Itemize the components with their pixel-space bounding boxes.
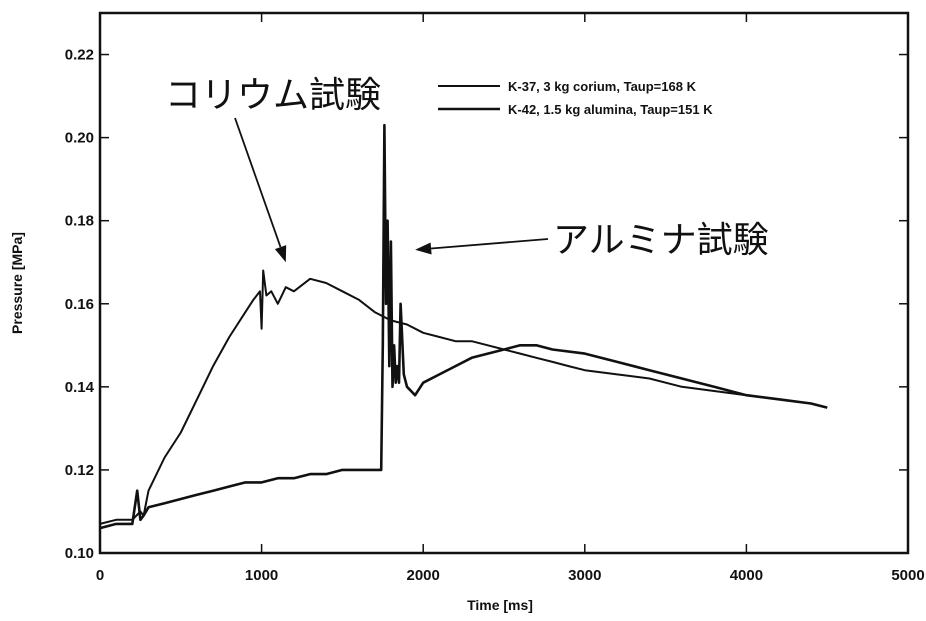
y-tick-label: 0.16	[65, 296, 94, 313]
x-tick-label: 4000	[730, 567, 763, 584]
y-tick-label: 0.12	[65, 462, 94, 479]
series-line-k42	[99, 123, 828, 530]
y-tick-label: 0.20	[65, 130, 94, 147]
annotation-corium: コリウム試験	[165, 75, 381, 263]
y-axis-title: Pressure [MPa]	[9, 232, 25, 334]
y-tick-label: 0.18	[65, 213, 94, 230]
annotation-alumina: アルミナ試験	[415, 220, 769, 261]
legend: K-37, 3 kg corium, Taup=168 K K-42, 1.5 …	[438, 79, 713, 117]
legend-label-k37: K-37, 3 kg corium, Taup=168 K	[508, 79, 697, 94]
annotation-alumina-label: アルミナ試験	[553, 220, 769, 261]
x-tick-label: 5000	[891, 567, 924, 584]
plot-frame	[98, 11, 910, 555]
series-line-k37	[99, 269, 828, 525]
x-tick-label: 2000	[407, 567, 440, 584]
x-tick-label: 0	[96, 567, 104, 584]
annotation-alumina-arrowhead	[415, 242, 432, 255]
annotation-corium-arrow	[234, 117, 282, 248]
y-tick-label: 0.14	[65, 379, 95, 396]
annotation-corium-arrowhead	[274, 245, 287, 263]
x-tick-label: 1000	[245, 567, 278, 584]
y-tick-label: 0.10	[65, 545, 94, 562]
y-tick-label: 0.22	[65, 47, 94, 64]
annotation-corium-label: コリウム試験	[165, 75, 381, 116]
x-tick-label: 3000	[568, 567, 601, 584]
legend-label-k42: K-42, 1.5 kg alumina, Taup=151 K	[508, 102, 713, 117]
x-axis-title: Time [ms]	[467, 597, 533, 613]
annotation-alumina-arrow	[431, 238, 549, 250]
series-lines	[99, 123, 828, 530]
axis-ticks: 0 1000 2000 3000 4000 5000 0.10 0.12 0.14 0.16 0.1…	[65, 13, 925, 584]
